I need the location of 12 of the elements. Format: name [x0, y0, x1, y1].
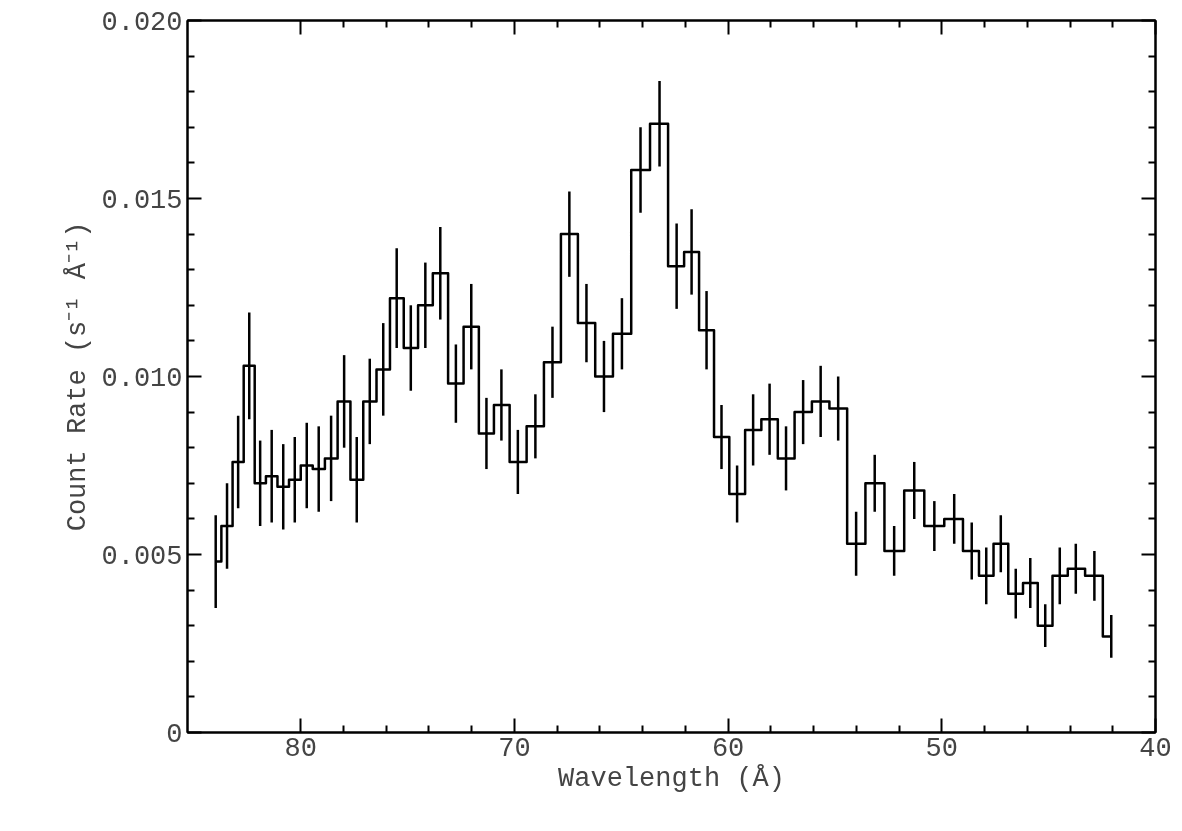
y-axis-title: Count Rate (s⁻¹ Å⁻¹) [63, 221, 94, 532]
x-tick-label: 80 [284, 733, 317, 764]
y-tick-label: 0.015 [101, 185, 183, 216]
y-tick-label: 0.005 [101, 541, 183, 572]
x-tick-label: 70 [498, 733, 531, 764]
y-tick-label: 0 [166, 719, 183, 750]
x-tick-label: 40 [1139, 733, 1172, 764]
y-tick-label: 0.010 [101, 363, 183, 394]
x-tick-label: 60 [711, 733, 745, 764]
x-tick-label: 50 [925, 733, 959, 764]
y-tick-label: 0.020 [101, 7, 183, 38]
x-axis-title: Wavelength (Å) [558, 763, 785, 794]
